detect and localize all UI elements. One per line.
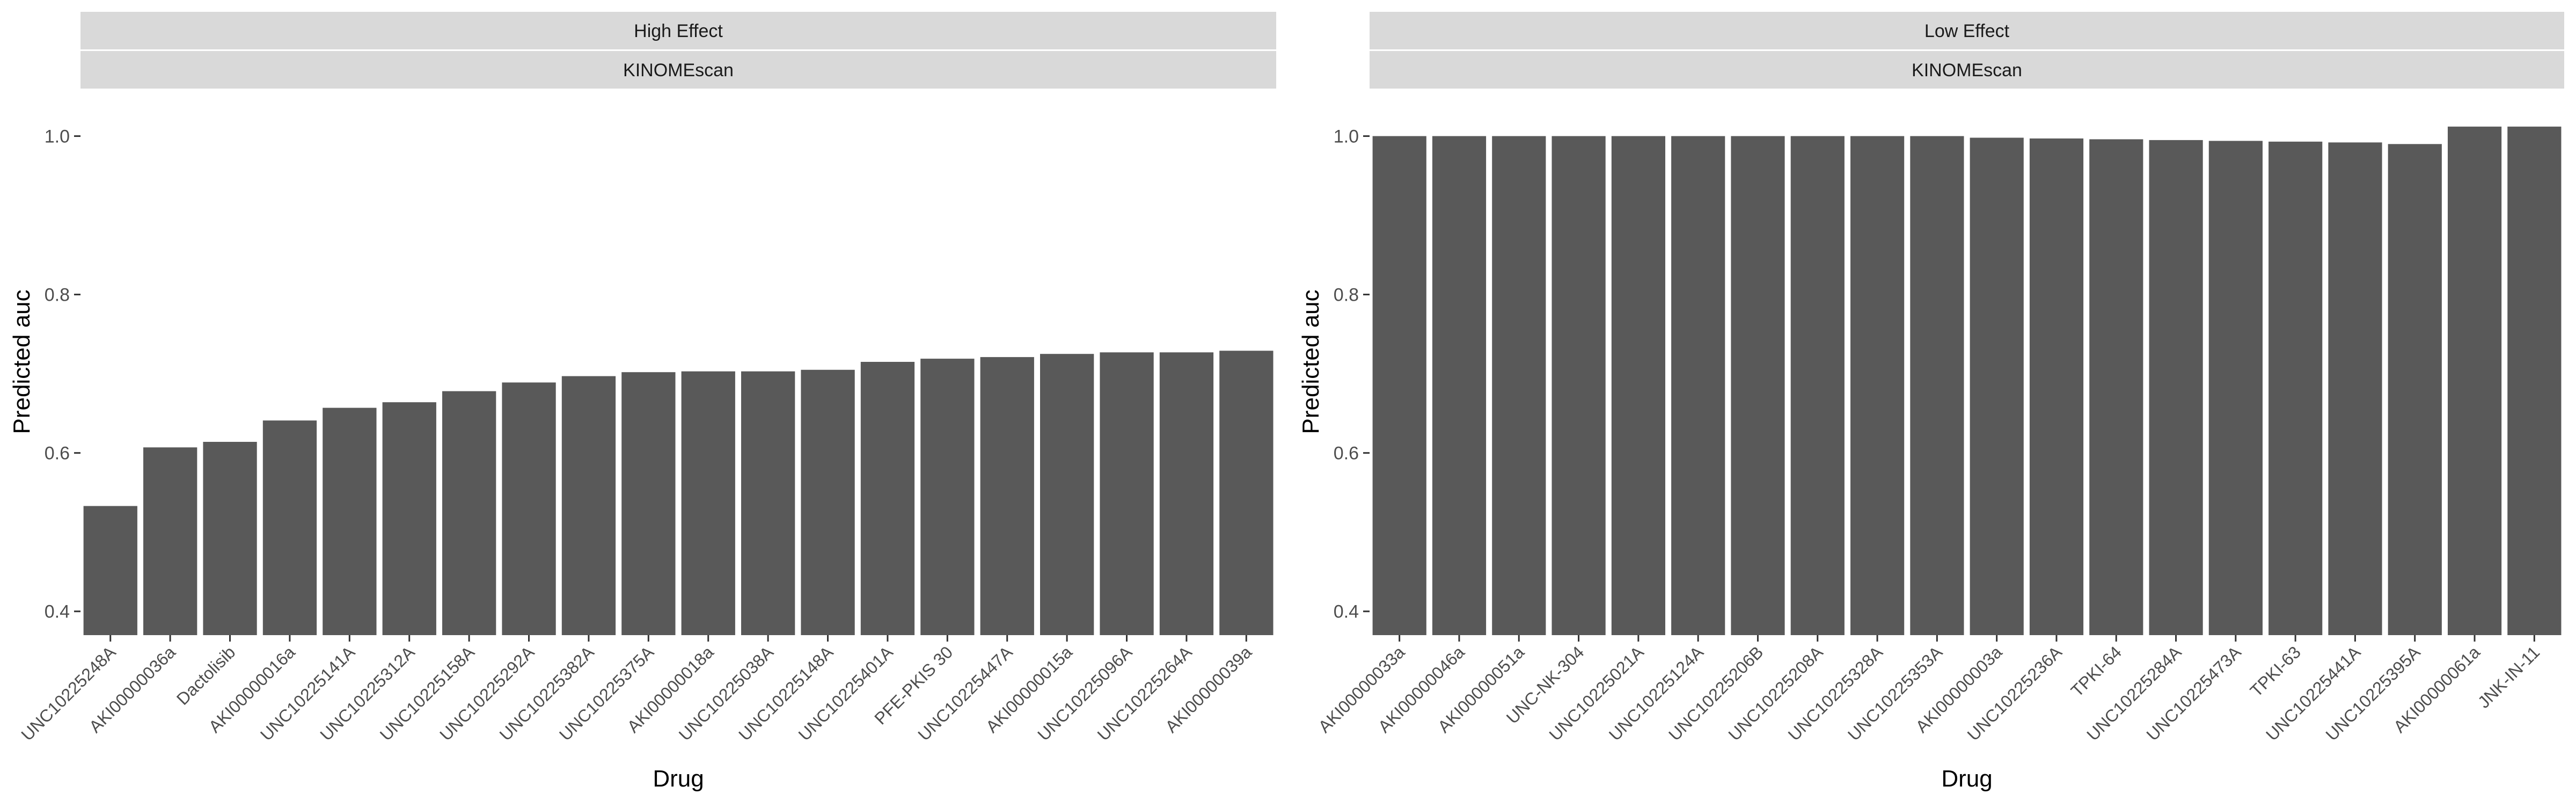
bar-AKI00000036a	[143, 447, 197, 635]
y-axis-title: Predicted auc	[1298, 289, 1324, 434]
bar-UNC10225312A	[382, 402, 436, 635]
facet-strip-label-2: KINOMEscan	[623, 60, 734, 81]
y-tick-label: 0.4	[1334, 602, 1359, 622]
bar-AKI00000033a	[1372, 136, 1426, 635]
bar-PFE-PKIS 30	[920, 359, 975, 635]
x-axis-title: Drug	[1941, 766, 1992, 792]
bar-UNC10225328A	[1850, 136, 1905, 635]
bar-UNC10225284A	[2149, 140, 2203, 635]
bar-TPKI-64	[2089, 139, 2143, 635]
facet-strip-label-1: High Effect	[634, 21, 723, 41]
bar-UNC10225021A	[1611, 136, 1665, 635]
x-tick-label: JNK-IN-11	[2474, 642, 2543, 711]
y-tick-label: 1.0	[45, 127, 70, 147]
bar-UNC10225236A	[2029, 138, 2084, 635]
facet-strip-label-2: KINOMEscan	[1912, 60, 2022, 81]
facet-strip-1	[80, 12, 1276, 49]
bar-UNC10225248A	[83, 506, 137, 635]
bar-UNC10225158A	[442, 391, 496, 635]
x-tick-label: TPKI-63	[2246, 642, 2304, 700]
bar-UNC-NK-304	[1552, 136, 1606, 635]
y-tick-label: 0.8	[1334, 285, 1359, 305]
bar-UNC10225353A	[1910, 136, 1964, 635]
bar-AKI00000016a	[262, 420, 317, 635]
bar-UNC10225395A	[2388, 144, 2442, 635]
y-tick-label: 1.0	[1334, 127, 1359, 147]
y-axis-title: Predicted auc	[9, 289, 35, 434]
bar-UNC10225208A	[1790, 136, 1845, 635]
bar-JNK-IN-11	[2507, 126, 2562, 636]
y-tick-label: 0.4	[45, 602, 70, 622]
bar-UNC10225382A	[561, 376, 616, 635]
bar-UNC10225264A	[1159, 352, 1214, 635]
bar-AKI00000039a	[1219, 351, 1274, 635]
bar-UNC10225148A	[801, 369, 855, 635]
bar-UNC10225141A	[323, 407, 377, 635]
bar-UNC10225038A	[741, 371, 795, 635]
bar-UNC10225206B	[1731, 136, 1785, 635]
x-axis-title: Drug	[653, 766, 704, 792]
bar-UNC10225441A	[2328, 142, 2382, 635]
bar-UNC10225124A	[1671, 136, 1725, 635]
bar-AKI00000051a	[1492, 136, 1546, 635]
y-tick-label: 0.6	[45, 443, 70, 464]
facet-strip-2	[80, 51, 1276, 89]
bar-AKI00000003a	[1970, 137, 2024, 635]
bar-AKI00000061a	[2448, 126, 2502, 636]
bar-UNC10225292A	[502, 382, 556, 635]
facet-strip-label-1: Low Effect	[1924, 21, 2010, 41]
bar-AKI00000018a	[681, 371, 735, 635]
bar-TPKI-63	[2268, 141, 2323, 635]
bar-UNC10225096A	[1100, 352, 1154, 635]
bar-AKI00000015a	[1040, 354, 1094, 635]
bar-UNC10225447A	[980, 357, 1034, 635]
bar-UNC10225401A	[860, 362, 915, 635]
y-tick-label: 0.8	[45, 285, 70, 305]
x-tick-label: TPKI-64	[2067, 642, 2125, 700]
facet-strip-1	[1370, 12, 2564, 49]
bar-UNC10225375A	[621, 372, 676, 635]
y-tick-label: 0.6	[1334, 443, 1359, 464]
bar-AKI00000046a	[1432, 136, 1487, 635]
bar-Dactolisib	[203, 442, 257, 635]
facet-strip-2	[1370, 51, 2564, 89]
bar-UNC10225473A	[2208, 141, 2263, 635]
